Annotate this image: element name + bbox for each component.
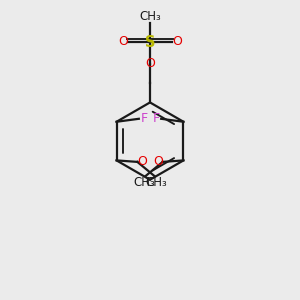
Text: F: F [152,112,159,125]
Text: CH₃: CH₃ [145,176,167,189]
Text: O: O [137,155,147,168]
Text: CH₃: CH₃ [133,176,155,189]
Text: S: S [145,35,155,50]
Text: O: O [172,35,182,48]
Text: O: O [153,155,163,168]
Text: O: O [145,57,155,70]
Text: O: O [118,35,128,48]
Text: CH₃: CH₃ [139,10,161,23]
Text: F: F [141,112,148,125]
